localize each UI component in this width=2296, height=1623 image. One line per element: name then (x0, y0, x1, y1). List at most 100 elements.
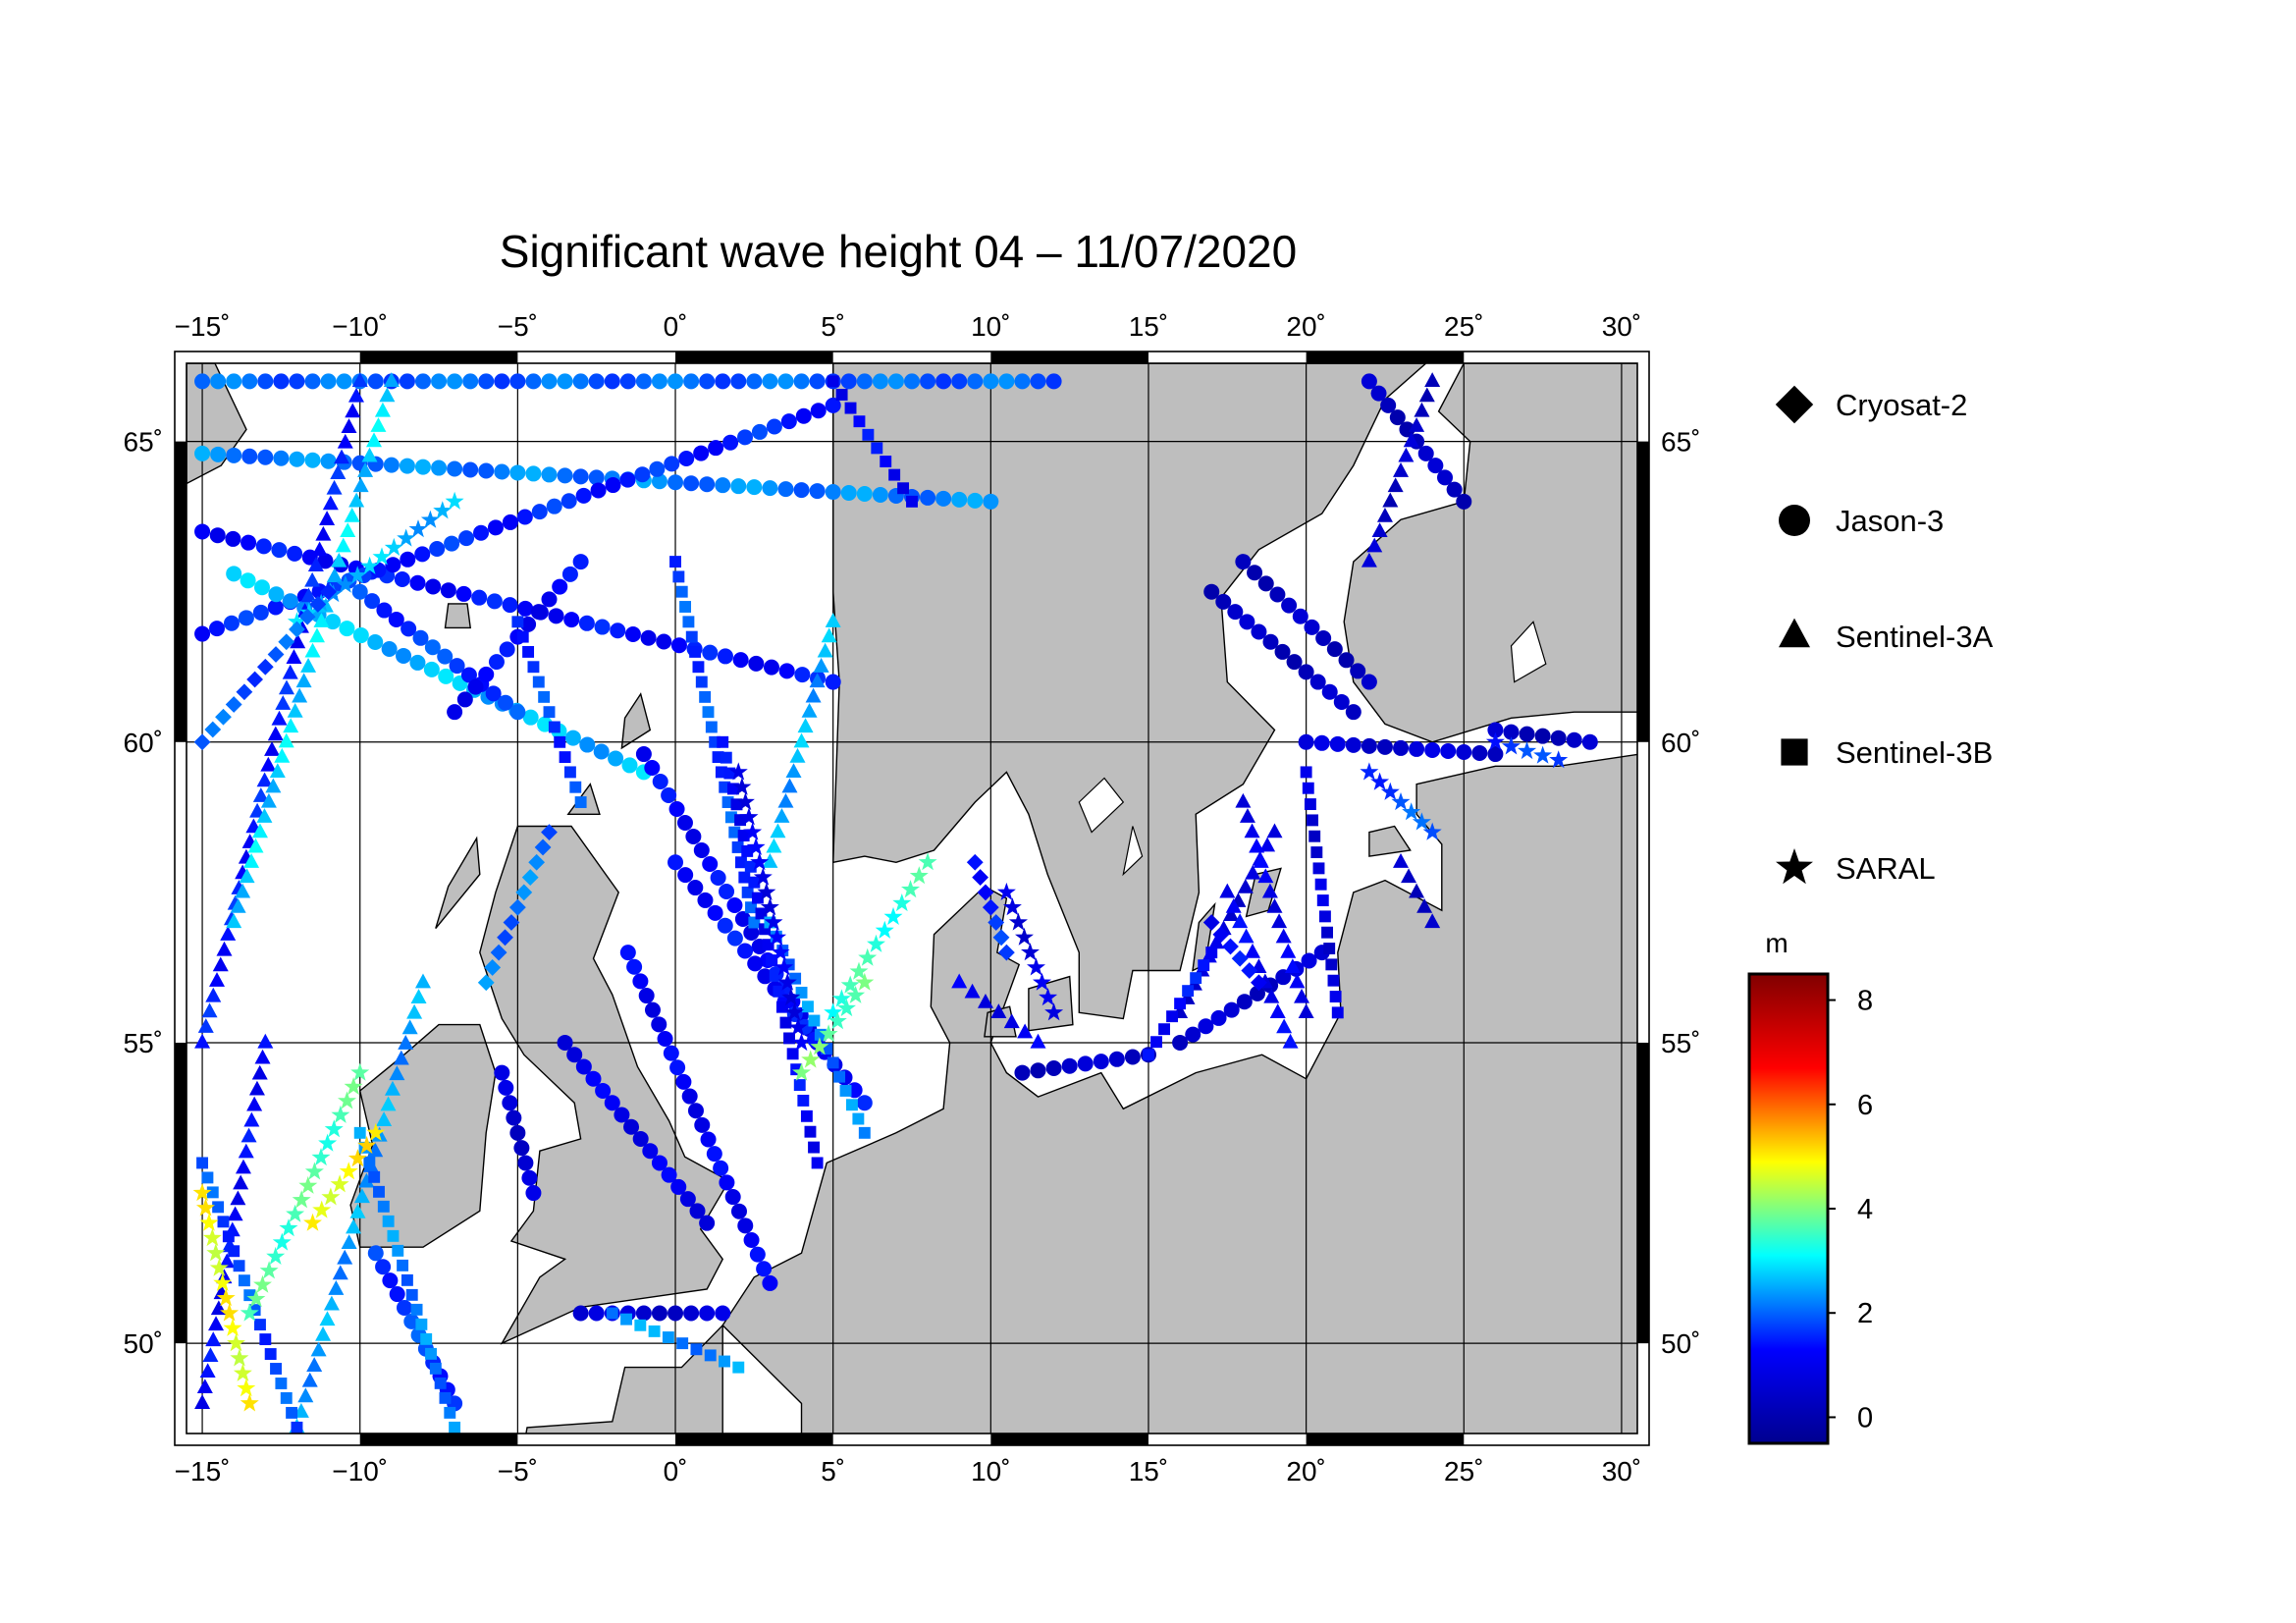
track-point (675, 1073, 692, 1090)
track-point (344, 507, 360, 522)
track-point (1253, 853, 1269, 868)
track-point (1327, 974, 1340, 987)
track-point (1223, 906, 1240, 922)
track-point (516, 630, 529, 643)
track-point (640, 629, 657, 646)
colorbar-tick-label: 0 (1857, 1402, 1873, 1434)
track-point (1008, 912, 1028, 931)
track-point (793, 732, 810, 748)
track-point (1244, 823, 1260, 839)
track-point (1284, 958, 1301, 974)
track-point (313, 613, 330, 627)
track-point (502, 597, 518, 614)
track-point (287, 702, 303, 718)
track-point (777, 972, 797, 991)
track-point (414, 459, 431, 475)
track-point (291, 1421, 303, 1434)
track-point (271, 710, 288, 726)
track-point (1172, 1034, 1189, 1051)
track-point (734, 910, 751, 927)
track-point (268, 586, 285, 603)
track-point (361, 447, 378, 462)
track-point (458, 530, 475, 547)
track-point (444, 535, 460, 552)
track-point (778, 663, 795, 679)
track-point (376, 602, 393, 619)
track-point (707, 904, 723, 921)
track-point (661, 787, 677, 804)
track-point (1182, 985, 1195, 998)
track-point (1321, 683, 1338, 700)
track-point (972, 869, 989, 886)
track-point (233, 1174, 249, 1190)
track-point (365, 432, 382, 448)
track-point (339, 621, 355, 637)
track-point (240, 1127, 257, 1143)
track-point (309, 596, 327, 613)
track-point (1298, 733, 1314, 750)
track-point (750, 852, 770, 871)
track-point (1266, 897, 1283, 913)
track-point (626, 958, 643, 975)
track-point (199, 1213, 219, 1231)
track-point (385, 557, 401, 573)
track-point (240, 572, 256, 589)
track-point (1402, 802, 1421, 821)
track-point (880, 456, 892, 467)
track-point (1158, 1023, 1170, 1036)
track-point (687, 1103, 704, 1119)
track-point (1198, 959, 1210, 972)
track-point (315, 525, 332, 541)
track-point (527, 661, 540, 674)
track-point (1416, 897, 1433, 913)
track-point (695, 676, 708, 688)
track-point (888, 468, 901, 481)
track-point (230, 1348, 249, 1367)
track-point (304, 571, 321, 587)
lon-tick-label: −5˚ (498, 311, 538, 342)
track-point (1251, 974, 1267, 992)
track-point (770, 823, 786, 839)
track-point (532, 676, 545, 688)
track-point (675, 585, 688, 598)
track-point (1294, 988, 1310, 1003)
track-point (499, 641, 515, 658)
track-point (328, 1280, 345, 1295)
track-point (264, 1348, 277, 1360)
track-point (683, 475, 700, 492)
track-point (662, 1331, 674, 1343)
track-point (1015, 927, 1034, 946)
legend-label: Sentinel-3A (1836, 620, 1994, 654)
track-point (199, 1363, 216, 1379)
track-point (1245, 943, 1261, 958)
track-point (259, 1333, 272, 1346)
track-point (202, 1228, 222, 1247)
track-point (621, 757, 638, 774)
track-point (824, 1002, 843, 1021)
track-point (341, 418, 357, 433)
track-point (424, 639, 441, 656)
land-polygon (444, 603, 471, 629)
track-point (548, 721, 561, 733)
track-point (306, 1357, 323, 1372)
track-point (746, 479, 763, 496)
colorbar-unit: m (1765, 928, 1788, 958)
lon-tick-label: −15˚ (175, 1456, 231, 1487)
track-point (1239, 808, 1255, 823)
track-point (543, 706, 556, 719)
track-point (215, 708, 232, 726)
track-point (679, 601, 692, 613)
track-point (983, 493, 999, 510)
track-point (801, 702, 818, 718)
track-point (593, 743, 610, 760)
track-point (1389, 409, 1406, 426)
track-point (264, 741, 281, 756)
track-point (743, 924, 760, 941)
track-point (409, 574, 426, 591)
lat-tick-label: 65˚ (124, 427, 163, 458)
track-point (297, 1387, 314, 1403)
track-point (254, 579, 271, 596)
track-point (341, 1234, 357, 1249)
lon-tick-label: 30˚ (1602, 1456, 1641, 1487)
